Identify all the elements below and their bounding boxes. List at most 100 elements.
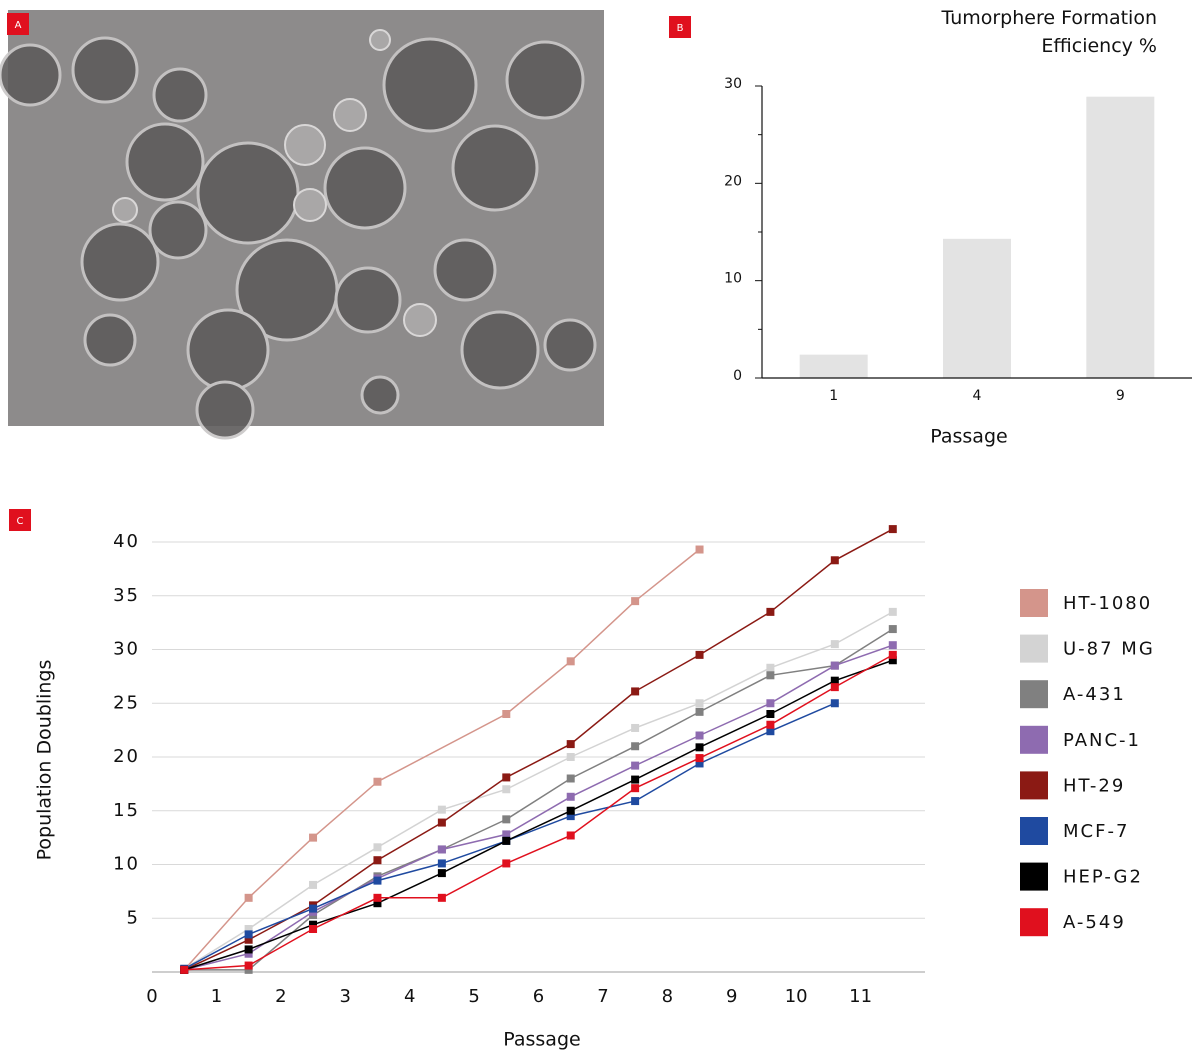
series-marker	[695, 707, 704, 716]
y-tick-label: 25	[113, 692, 140, 713]
y-tick-label: 30	[724, 76, 742, 92]
x-tick-label: 0	[146, 986, 157, 1007]
y-tick-label: 20	[724, 173, 742, 189]
series-marker	[766, 607, 775, 616]
bar	[1086, 96, 1155, 378]
series-marker	[888, 625, 897, 634]
series-marker	[631, 784, 640, 793]
series-marker	[766, 671, 775, 680]
x-tick-label: 1	[829, 388, 838, 404]
legend-label: PANC-1	[1063, 730, 1141, 751]
x-tick-label: 9	[1116, 388, 1125, 404]
panel-label: B	[677, 23, 684, 34]
series-marker	[502, 859, 511, 868]
series-marker	[631, 797, 640, 806]
series-marker	[830, 556, 839, 565]
series-marker	[888, 641, 897, 650]
series-marker	[244, 930, 253, 939]
series-marker	[631, 761, 640, 770]
series-marker	[309, 925, 318, 933]
series-marker	[888, 525, 897, 534]
series-marker	[180, 965, 189, 974]
series-line	[183, 548, 700, 971]
panel-label-box	[7, 13, 29, 35]
bar	[943, 238, 1011, 378]
series-marker	[830, 640, 839, 649]
series-marker	[244, 961, 253, 970]
legend-swatch	[1020, 908, 1048, 937]
series-marker	[502, 773, 511, 782]
series-marker	[766, 727, 775, 736]
series-marker	[631, 723, 640, 732]
series-marker	[566, 831, 575, 840]
series-marker	[502, 836, 511, 845]
series-marker	[373, 777, 382, 786]
y-tick-label: 0	[733, 368, 742, 384]
series-marker	[566, 792, 575, 801]
x-tick-label: 8	[662, 986, 673, 1007]
legend-label: MCF-7	[1063, 821, 1129, 842]
legend-swatch	[1020, 771, 1048, 800]
series-line	[183, 528, 894, 971]
series-marker	[695, 759, 704, 768]
series-marker	[309, 833, 318, 842]
series-marker	[502, 815, 511, 824]
series-marker	[566, 812, 575, 821]
y-tick-label: 30	[113, 639, 140, 660]
series-marker	[502, 785, 511, 794]
series-marker	[437, 893, 446, 902]
series-marker	[766, 663, 775, 672]
series-marker	[830, 683, 839, 692]
x-tick-label: 3	[340, 986, 351, 1007]
series-marker	[244, 893, 253, 902]
series-marker	[888, 607, 897, 616]
series-marker	[373, 876, 382, 885]
series-marker	[244, 965, 253, 974]
x-axis-label: Passage	[930, 426, 1007, 448]
series-marker	[502, 830, 511, 839]
x-tick-label: 4	[404, 986, 415, 1007]
series-marker	[695, 650, 704, 659]
series-marker	[437, 805, 446, 814]
x-tick-label: 1	[211, 986, 222, 1007]
series-marker	[766, 699, 775, 708]
chart-title: Tumorphere Formation Efficiency %	[941, 7, 1157, 57]
series-marker	[437, 859, 446, 868]
legend-label: U-87 MG	[1063, 639, 1155, 660]
series-marker	[766, 710, 775, 718]
series-marker	[244, 925, 253, 933]
y-tick-label: 5	[127, 907, 140, 928]
y-tick-label: 40	[113, 531, 140, 552]
series-marker	[695, 545, 704, 554]
series-marker	[566, 740, 575, 749]
panel-label-box	[669, 16, 691, 38]
bar	[799, 354, 868, 378]
series-line	[184, 644, 894, 971]
series-line	[184, 654, 894, 971]
series-marker	[888, 650, 897, 659]
series-marker	[566, 774, 575, 783]
y-axis-label: Population Doublings	[34, 660, 56, 861]
panel-label: C	[17, 516, 24, 527]
series-marker	[244, 945, 253, 954]
legend-swatch	[1020, 862, 1048, 891]
series-marker	[631, 597, 640, 606]
legend-swatch	[1020, 725, 1048, 754]
micrograph	[0, 10, 604, 440]
x-tick-label: 4	[973, 388, 982, 404]
legend-swatch	[1020, 680, 1048, 709]
series-marker	[566, 806, 575, 815]
series-line	[183, 611, 894, 970]
series-marker	[309, 904, 318, 913]
series-marker	[437, 869, 446, 878]
series-marker	[373, 856, 382, 865]
x-tick-label: 10	[785, 986, 808, 1007]
legend-label: HEP-G2	[1063, 867, 1143, 888]
panel-label: A	[15, 20, 22, 31]
y-tick-label: 10	[113, 854, 140, 875]
legend-swatch	[1020, 634, 1048, 663]
series-line	[183, 659, 894, 971]
series-marker	[437, 845, 446, 854]
